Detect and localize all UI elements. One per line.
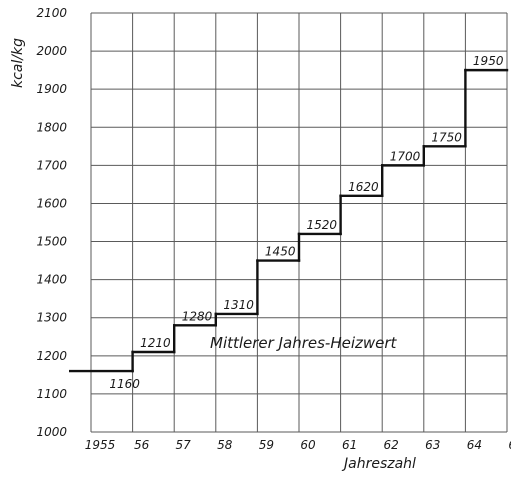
y-tick-label: 1000: [36, 425, 67, 439]
y-tick-label: 1600: [36, 196, 67, 210]
chart-annotation: Mittlerer Jahres-Heizwert: [210, 334, 398, 352]
x-tick-label: 65: [508, 438, 511, 452]
x-tick-label: 63: [425, 438, 440, 452]
data-label: 1160: [109, 377, 140, 391]
data-label: 1280: [182, 309, 213, 323]
x-tick-label: 64: [467, 438, 482, 452]
data-label: 1620: [348, 180, 379, 194]
x-tick-label: 1955: [85, 438, 116, 452]
x-axis-label: Jahreszahl: [341, 456, 416, 472]
y-tick-label: 1100: [36, 387, 67, 401]
data-labels: 1160 1210 1280 1310 1450 1520 1620 1700 1750 1950: [109, 54, 504, 391]
data-label: 1310: [223, 298, 254, 312]
series: [68, 68, 509, 373]
y-tick-label: 2100: [36, 6, 67, 20]
x-tick-labels: 1955 56 57 58 59 60 61 62 63 64 65: [85, 438, 511, 452]
y-tick-label: 1800: [36, 120, 67, 134]
x-tick-label: 57: [176, 438, 192, 452]
x-tick-label: 62: [384, 438, 399, 452]
y-tick-label: 1500: [36, 235, 67, 249]
y-tick-label: 1400: [36, 273, 67, 287]
y-axis-label: kcal/kg: [10, 38, 26, 88]
x-tick-label: 58: [217, 438, 233, 452]
data-label: 1210: [140, 336, 171, 350]
data-label: 1700: [390, 149, 421, 163]
x-tick-label: 60: [300, 438, 316, 452]
x-tick-label: 61: [342, 438, 357, 452]
data-label: 1950: [473, 54, 504, 68]
data-label: 1520: [307, 218, 338, 232]
y-tick-label: 1200: [36, 349, 67, 363]
data-label: 1750: [431, 130, 462, 144]
x-tick-label: 59: [259, 438, 274, 452]
x-tick-label: 56: [134, 438, 150, 452]
y-tick-labels: 1000 1100 1200 1300 1400 1500 1600 1700 1800 1900…: [36, 6, 67, 439]
y-tick-label: 1900: [36, 82, 67, 96]
y-tick-label: 2000: [36, 44, 67, 58]
y-tick-label: 1300: [36, 311, 67, 325]
data-label: 1450: [265, 245, 296, 259]
y-tick-label: 1700: [36, 158, 67, 172]
grid: [90, 12, 508, 433]
